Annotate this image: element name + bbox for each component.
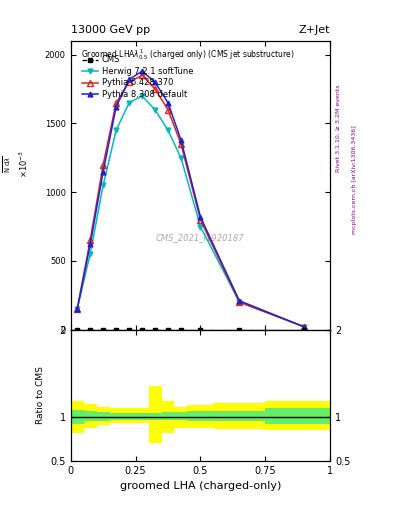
Herwig 7.2.1 softTune	[302, 324, 307, 330]
Pythia 8.308 default	[152, 79, 157, 86]
CMS	[140, 327, 145, 333]
Pythia 6.428 370	[140, 72, 145, 78]
Herwig 7.2.1 softTune	[178, 155, 183, 161]
Pythia 6.428 370	[101, 162, 105, 168]
Herwig 7.2.1 softTune	[166, 127, 171, 133]
Herwig 7.2.1 softTune	[237, 299, 242, 305]
Text: 13000 GeV pp: 13000 GeV pp	[71, 25, 150, 35]
Text: $\frac{1}{\mathrm{N}}\frac{\mathrm{d}\mathrm{N}}{\mathrm{d}\lambda}$: $\frac{1}{\mathrm{N}}\frac{\mathrm{d}\ma…	[0, 155, 13, 173]
Herwig 7.2.1 softTune	[88, 251, 93, 257]
CMS	[198, 327, 203, 333]
Pythia 6.428 370	[88, 237, 93, 243]
Pythia 8.308 default	[75, 306, 79, 312]
Text: $\times 10^{-3}$: $\times 10^{-3}$	[17, 150, 30, 178]
Text: CMS_2021_I1920187: CMS_2021_I1920187	[156, 233, 245, 242]
CMS	[178, 327, 183, 333]
Text: Z+Jet: Z+Jet	[299, 25, 330, 35]
Herwig 7.2.1 softTune	[101, 182, 105, 188]
Pythia 6.428 370	[127, 79, 131, 86]
CMS	[237, 327, 242, 333]
X-axis label: groomed LHA (charged-only): groomed LHA (charged-only)	[120, 481, 281, 491]
Pythia 6.428 370	[152, 86, 157, 92]
Herwig 7.2.1 softTune	[152, 106, 157, 113]
Pythia 6.428 370	[198, 217, 203, 223]
Pythia 6.428 370	[75, 306, 79, 312]
Pythia 8.308 default	[166, 100, 171, 106]
Herwig 7.2.1 softTune	[75, 306, 79, 312]
Pythia 8.308 default	[127, 76, 131, 82]
Pythia 8.308 default	[178, 137, 183, 143]
CMS	[75, 327, 79, 333]
Pythia 6.428 370	[166, 106, 171, 113]
CMS	[101, 327, 105, 333]
Herwig 7.2.1 softTune	[127, 100, 131, 106]
Pythia 8.308 default	[88, 241, 93, 247]
Line: Pythia 6.428 370: Pythia 6.428 370	[74, 73, 307, 330]
Pythia 8.308 default	[302, 324, 307, 330]
Line: Pythia 8.308 default: Pythia 8.308 default	[75, 69, 307, 329]
Text: Groomed LHA$\lambda^{1}_{0.5}$ (charged only) (CMS jet substructure): Groomed LHA$\lambda^{1}_{0.5}$ (charged …	[81, 47, 295, 61]
Text: mcplots.cern.ch [arXiv:1306.3436]: mcplots.cern.ch [arXiv:1306.3436]	[352, 125, 357, 233]
Herwig 7.2.1 softTune	[198, 223, 203, 229]
Y-axis label: Ratio to CMS: Ratio to CMS	[36, 366, 45, 424]
Pythia 8.308 default	[140, 68, 145, 74]
CMS	[166, 327, 171, 333]
CMS	[302, 327, 307, 333]
Line: CMS: CMS	[75, 327, 307, 332]
Pythia 8.308 default	[198, 214, 203, 220]
Legend: CMS, Herwig 7.2.1 softTune, Pythia 6.428 370, Pythia 8.308 default: CMS, Herwig 7.2.1 softTune, Pythia 6.428…	[80, 54, 195, 101]
Pythia 8.308 default	[114, 104, 119, 110]
CMS	[88, 327, 93, 333]
CMS	[127, 327, 131, 333]
Pythia 6.428 370	[302, 324, 307, 330]
Pythia 8.308 default	[237, 297, 242, 304]
Text: Rivet 3.1.10, ≥ 3.2M events: Rivet 3.1.10, ≥ 3.2M events	[336, 84, 341, 172]
Pythia 6.428 370	[178, 141, 183, 147]
Herwig 7.2.1 softTune	[114, 127, 119, 133]
CMS	[114, 327, 119, 333]
Pythia 6.428 370	[237, 299, 242, 305]
CMS	[152, 327, 157, 333]
Herwig 7.2.1 softTune	[140, 93, 145, 99]
Pythia 6.428 370	[114, 100, 119, 106]
Pythia 8.308 default	[101, 168, 105, 175]
Line: Herwig 7.2.1 softTune: Herwig 7.2.1 softTune	[75, 94, 307, 329]
